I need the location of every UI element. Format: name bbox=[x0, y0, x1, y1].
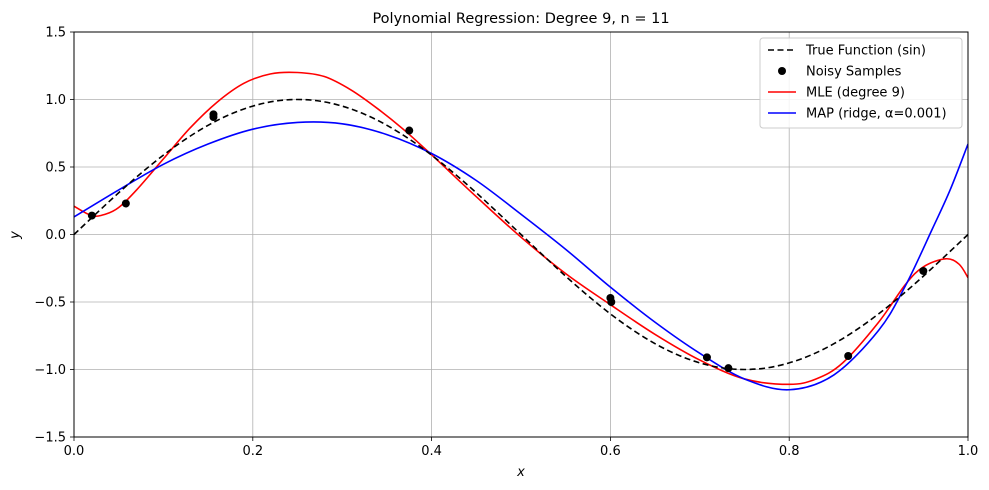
sample-point bbox=[607, 298, 616, 306]
y-axis-label: y bbox=[8, 231, 23, 240]
x-axis-label: x bbox=[516, 465, 525, 480]
y-tick-label: 1.0 bbox=[45, 93, 66, 108]
x-tick-label: 0.0 bbox=[64, 444, 85, 459]
legend-label-noisy-samples: Noisy Samples bbox=[806, 65, 902, 80]
y-tick-label: −1.5 bbox=[34, 431, 66, 446]
y-tick-label: 1.5 bbox=[45, 26, 66, 41]
sample-point bbox=[87, 211, 96, 220]
sample-point bbox=[724, 364, 733, 373]
legend-label-true-function-sin: True Function (sin) bbox=[805, 44, 926, 59]
sample-point bbox=[919, 266, 928, 275]
y-tick-label: 0.0 bbox=[45, 228, 66, 243]
plot-area bbox=[74, 71, 968, 391]
true-function-sin-line bbox=[74, 98, 968, 371]
sample-point bbox=[209, 113, 218, 122]
mle-degree-9-line bbox=[74, 71, 968, 386]
axis-ticks: 0.0 0.2 0.4 0.6 0.8 1.0 −1.5 −1.0 −0.5 0.0 0.5 1.0 1… bbox=[34, 26, 978, 460]
legend-swatch-noisy-samples bbox=[778, 67, 786, 75]
sample-point bbox=[844, 352, 853, 360]
map-ridge-0-001-line bbox=[74, 121, 968, 391]
sample-point bbox=[702, 353, 711, 362]
x-tick-label: 0.4 bbox=[421, 444, 442, 459]
chart-title: Polynomial Regression: Degree 9, n = 11 bbox=[372, 11, 669, 27]
legend-box bbox=[759, 37, 963, 129]
y-tick-label: 0.5 bbox=[45, 161, 66, 176]
sample-point bbox=[121, 199, 130, 208]
legend-label-mle-degree-9: MLE (degree 9) bbox=[806, 86, 905, 101]
x-tick-label: 0.6 bbox=[600, 444, 621, 459]
y-tick-label: −1.0 bbox=[34, 363, 66, 378]
legend: True Function (sin) Noisy Samples MLE (deg… bbox=[759, 37, 963, 129]
x-tick-label: 0.2 bbox=[242, 444, 263, 459]
y-tick-label: −0.5 bbox=[34, 296, 66, 311]
sample-point bbox=[405, 126, 414, 135]
x-tick-label: 0.8 bbox=[779, 444, 800, 459]
x-tick-label: 1.0 bbox=[958, 444, 979, 459]
legend-label-map-ridge-0-001: MAP (ridge, α=0.001) bbox=[806, 107, 947, 122]
